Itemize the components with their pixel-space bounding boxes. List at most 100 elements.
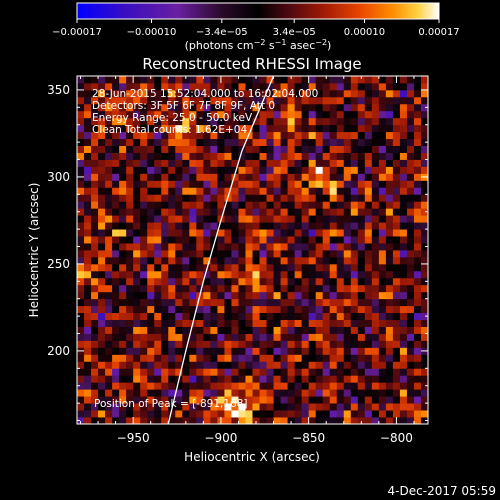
heatmap-cell — [378, 215, 387, 223]
heatmap-cell — [224, 361, 232, 369]
heatmap-cell — [175, 243, 183, 251]
heatmap-cell — [378, 117, 387, 126]
heatmap-cell — [413, 284, 422, 293]
heatmap-cell — [329, 375, 338, 383]
heatmap-cell — [399, 110, 408, 119]
heatmap-cell — [119, 298, 127, 307]
heatmap-cell — [252, 194, 260, 202]
heatmap-cell — [273, 403, 281, 411]
heatmap-cell — [161, 250, 169, 258]
heatmap-cell — [308, 222, 317, 230]
heatmap-cell — [336, 263, 345, 272]
heatmap-cell — [231, 222, 239, 230]
heatmap-cell — [294, 326, 303, 334]
heatmap-cell — [308, 291, 317, 300]
heatmap-cell — [175, 347, 183, 355]
heatmap-cell — [91, 152, 99, 160]
heatmap-cell — [210, 382, 218, 390]
heatmap-cell — [182, 110, 190, 119]
heatmap-cell — [168, 319, 176, 327]
heatmap-cell — [175, 166, 183, 174]
heatmap-cell — [413, 291, 422, 300]
heatmap-cell — [203, 361, 211, 369]
heatmap-cell — [336, 389, 345, 397]
heatmap-cell — [161, 215, 169, 223]
heatmap-cell — [413, 208, 422, 216]
heatmap-cell — [280, 187, 288, 195]
heatmap-cell — [308, 180, 317, 188]
heatmap-cell — [210, 375, 218, 383]
heatmap-cell — [371, 110, 380, 119]
heatmap-cell — [210, 340, 218, 348]
heatmap-cell — [322, 347, 331, 355]
heatmap-cell — [196, 89, 204, 98]
heatmap-cell — [301, 256, 310, 265]
heatmap-cell — [322, 298, 331, 307]
heatmap-cell — [266, 361, 274, 369]
heatmap-cell — [84, 298, 92, 307]
heatmap-cell — [84, 124, 92, 133]
heatmap-cell — [399, 256, 408, 265]
heatmap-cell — [287, 396, 296, 404]
heatmap-cell — [413, 375, 422, 383]
heatmap-cell — [329, 417, 338, 424]
heatmap-cell — [329, 319, 338, 327]
heatmap-cell — [406, 76, 415, 84]
heatmap-cell — [203, 131, 211, 140]
heatmap-cell — [119, 284, 127, 293]
heatmap-cell — [203, 236, 211, 244]
heatmap-cell — [329, 243, 338, 251]
heatmap-cell — [224, 124, 232, 133]
heatmap-cell — [266, 417, 274, 424]
heatmap-cell — [231, 117, 239, 126]
heatmap-cell — [224, 82, 232, 91]
heatmap-cell — [371, 229, 380, 237]
heatmap-cell — [126, 250, 134, 258]
heatmap-cell — [336, 201, 345, 209]
heatmap-cell — [357, 82, 366, 91]
heatmap-cell — [287, 96, 296, 105]
heatmap-cell — [175, 417, 183, 424]
heatmap-cell — [385, 270, 394, 279]
heatmap-cell — [168, 89, 176, 98]
heatmap-cell — [126, 103, 134, 112]
heatmap-cell — [84, 222, 92, 230]
y-tick-label: 200 — [47, 344, 70, 358]
heatmap-cell — [406, 298, 415, 307]
heatmap-cell — [119, 117, 127, 126]
heatmap-cell — [147, 194, 155, 202]
heatmap-cell — [308, 312, 317, 320]
heatmap-cell — [126, 145, 134, 153]
heatmap-cell — [343, 96, 352, 105]
heatmap-cell — [168, 229, 176, 237]
heatmap-cell — [126, 368, 134, 376]
heatmap-cell — [399, 215, 408, 223]
colorbar-tick-label: −0.00017 — [52, 27, 102, 38]
heatmap-cell — [238, 215, 246, 223]
heatmap-cell — [378, 263, 387, 272]
heatmap-cell — [378, 173, 387, 181]
heatmap-cell — [273, 396, 281, 404]
heatmap-cell — [287, 417, 296, 424]
heatmap-cell — [385, 305, 394, 314]
heatmap-cell — [287, 312, 296, 320]
heatmap-cell — [224, 110, 232, 119]
heatmap-cell — [217, 396, 225, 404]
heatmap-cell — [119, 243, 127, 251]
heatmap-cell — [364, 382, 373, 390]
heatmap-cell — [287, 298, 296, 307]
heatmap-cell — [161, 403, 169, 411]
heatmap-cell — [91, 305, 99, 314]
heatmap-cell — [266, 277, 274, 286]
heatmap-cell — [77, 187, 85, 195]
heatmap-cell — [294, 256, 303, 265]
heatmap-cell — [413, 368, 422, 376]
heatmap-cell — [329, 215, 338, 223]
heatmap-cell — [182, 187, 190, 195]
heatmap-cell — [399, 89, 408, 98]
heatmap-cell — [406, 110, 415, 119]
heatmap-cell — [154, 208, 162, 216]
heatmap-cell — [175, 298, 183, 307]
heatmap-cell — [315, 250, 324, 258]
heatmap-cell — [350, 263, 359, 272]
